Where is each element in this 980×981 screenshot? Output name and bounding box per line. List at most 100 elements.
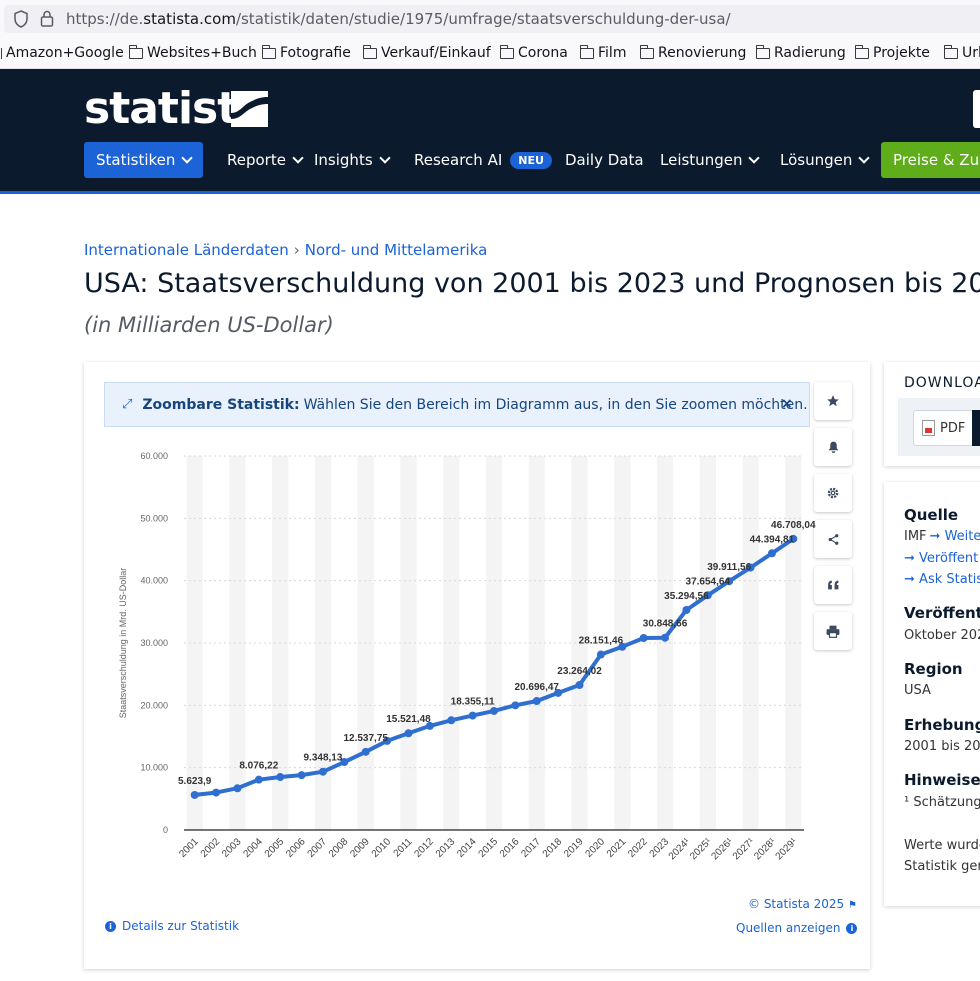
data-label: 44.394,81 (750, 534, 795, 545)
page-subtitle: (in Milliarden US-Dollar) (84, 313, 334, 337)
bookmark-fotografie[interactable]: Fotografie (262, 44, 351, 61)
nav-research-ai[interactable]: Research AI NEU (414, 142, 552, 178)
data-point[interactable] (511, 701, 520, 710)
bookmark-radierung[interactable]: Radierung (756, 44, 846, 61)
nav-leistungen[interactable]: Leistungen (660, 142, 761, 178)
lock-icon[interactable] (40, 10, 54, 27)
data-point[interactable] (639, 634, 648, 643)
data-point[interactable] (746, 563, 755, 572)
nav-reporte[interactable]: Reporte (227, 142, 304, 178)
data-point[interactable] (767, 549, 776, 558)
data-point[interactable] (596, 650, 605, 659)
data-point[interactable] (618, 642, 627, 651)
print-button[interactable] (814, 612, 852, 650)
x-tick-label: 2011 (392, 836, 415, 859)
favorite-button[interactable] (814, 382, 852, 420)
breadcrumb-link-nordamerika[interactable]: Nord- und Mittelamerika (304, 241, 488, 259)
copyright-link[interactable]: © Statista 2025 ⚑ (748, 897, 857, 911)
statista-logo-icon[interactable] (231, 91, 268, 127)
share-button[interactable] (814, 520, 852, 558)
data-point[interactable] (575, 680, 584, 689)
bookmark-url[interactable]: Url (944, 44, 980, 61)
data-point[interactable] (532, 696, 541, 705)
publication-link[interactable]: ➞ Veröffent (904, 551, 978, 566)
data-point[interactable] (340, 758, 349, 767)
bookmark-websites-buch[interactable]: Websites+Buch (129, 44, 257, 61)
source-imf[interactable]: IMF ➞ Weite (904, 529, 980, 544)
zoom-info-text: Wählen Sie den Bereich im Diagramm aus, … (303, 396, 808, 413)
nav-label: Lösungen (780, 151, 853, 169)
data-point[interactable] (682, 605, 691, 614)
settings-button[interactable] (814, 474, 852, 512)
x-tick-label: 2027¹ (731, 836, 757, 862)
details-link-text: Details zur Statistik (122, 919, 240, 933)
nav-statistiken[interactable]: Statistiken (84, 142, 204, 178)
x-tick-label: 2012 (412, 836, 436, 860)
info-icon: i (846, 922, 858, 934)
data-point[interactable] (404, 729, 413, 738)
pdf-download-button[interactable]: PDF (913, 410, 973, 446)
data-label: 12.537,75 (343, 733, 388, 744)
x-tick-label: 2001 (177, 836, 201, 860)
nav-label: Reporte (227, 151, 286, 169)
data-point[interactable] (661, 633, 670, 642)
survey-heading: Erhebungs (904, 716, 980, 734)
info-icon: i (105, 920, 116, 932)
data-point[interactable] (254, 775, 263, 784)
data-point[interactable] (490, 706, 498, 715)
nav-loesungen[interactable]: Lösungen (780, 142, 871, 178)
x-tick-label: 2025¹ (688, 836, 714, 862)
nav-daily-data[interactable]: Daily Data (565, 142, 644, 178)
bookmark-verkauf-einkauf[interactable]: Verkauf/Einkauf (363, 44, 491, 61)
nav-insights[interactable]: Insights (314, 142, 391, 178)
chart-band (229, 456, 246, 830)
x-tick-label: 2009 (348, 836, 372, 860)
data-point[interactable] (703, 591, 712, 600)
data-point[interactable] (318, 767, 327, 776)
data-point[interactable] (383, 736, 392, 745)
data-point[interactable] (361, 747, 370, 756)
download-more-button[interactable] (972, 410, 980, 446)
cite-button[interactable] (814, 566, 852, 604)
breadcrumb-link-laenderdaten[interactable]: Internationale Länderdaten (84, 241, 289, 259)
url-text[interactable]: https://de.statista.com/statistik/daten/… (66, 10, 731, 28)
shield-icon[interactable] (13, 10, 29, 28)
bookmark-renovierung[interactable]: Renovierung (640, 44, 746, 61)
data-point[interactable] (212, 788, 221, 797)
details-link[interactable]: i Details zur Statistik (105, 919, 239, 933)
bookmark-film[interactable]: Film (580, 44, 626, 61)
data-point[interactable] (468, 711, 477, 720)
pricing-button[interactable]: Preise & Zugä (881, 142, 980, 178)
data-point[interactable] (297, 771, 306, 780)
notification-button[interactable] (814, 428, 852, 466)
nav-label: Insights (314, 151, 373, 169)
data-point[interactable] (725, 577, 734, 586)
source-more-link[interactable]: Weite (944, 529, 980, 544)
header-login-button[interactable] (973, 90, 980, 128)
chart-band (443, 456, 460, 830)
data-label: 15.521,48 (386, 714, 431, 725)
address-bar[interactable] (4, 5, 980, 33)
x-tick-label: 2010 (370, 836, 394, 860)
data-label: 20.696,47 (515, 682, 560, 693)
sources-link[interactable]: Quellen anzeigen i (736, 921, 858, 935)
data-point[interactable] (554, 688, 563, 697)
data-point[interactable] (425, 721, 434, 730)
data-point[interactable] (447, 716, 456, 725)
x-tick-label: 2003 (220, 836, 244, 860)
bookmark-corona[interactable]: Corona (500, 44, 568, 61)
data-point[interactable] (233, 784, 242, 793)
debt-line-chart[interactable]: 0 10.000 20.000 30.000 40.000 50.000 60.000 20… (104, 440, 824, 880)
close-icon[interactable]: × (781, 396, 793, 412)
folder-icon (756, 44, 770, 59)
data-label: 28.151,46 (579, 636, 624, 647)
published-heading: Veröffentl (904, 604, 980, 622)
ask-statista-link[interactable]: ➞ Ask Statis (904, 572, 980, 587)
data-point[interactable] (789, 534, 798, 543)
data-point[interactable] (276, 773, 285, 782)
new-badge: NEU (510, 151, 552, 169)
x-tick-label: 2013 (434, 836, 458, 860)
bookmark-amazon-google[interactable]: Amazon+Google (0, 45, 124, 61)
bookmark-projekte[interactable]: Projekte (855, 44, 930, 61)
data-point[interactable] (190, 790, 199, 799)
